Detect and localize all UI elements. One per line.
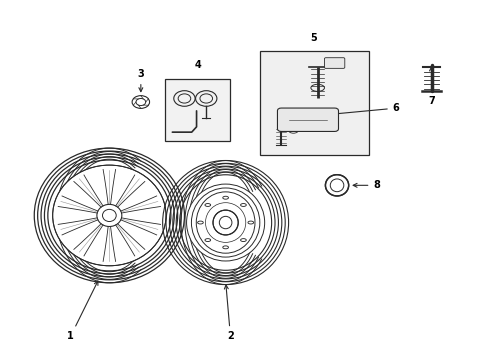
Text: 5: 5 bbox=[311, 33, 318, 43]
Ellipse shape bbox=[325, 175, 349, 196]
FancyBboxPatch shape bbox=[260, 51, 368, 155]
FancyBboxPatch shape bbox=[277, 108, 339, 131]
FancyBboxPatch shape bbox=[324, 58, 345, 68]
Ellipse shape bbox=[187, 184, 265, 261]
Ellipse shape bbox=[53, 165, 166, 266]
Text: 2: 2 bbox=[224, 285, 234, 341]
Ellipse shape bbox=[213, 210, 238, 235]
Text: 8: 8 bbox=[353, 180, 380, 190]
Text: 4: 4 bbox=[195, 60, 201, 70]
Text: 6: 6 bbox=[315, 103, 399, 117]
Text: 3: 3 bbox=[138, 69, 144, 92]
Text: 1: 1 bbox=[67, 281, 98, 341]
Text: 7: 7 bbox=[428, 67, 435, 105]
FancyBboxPatch shape bbox=[165, 79, 230, 141]
